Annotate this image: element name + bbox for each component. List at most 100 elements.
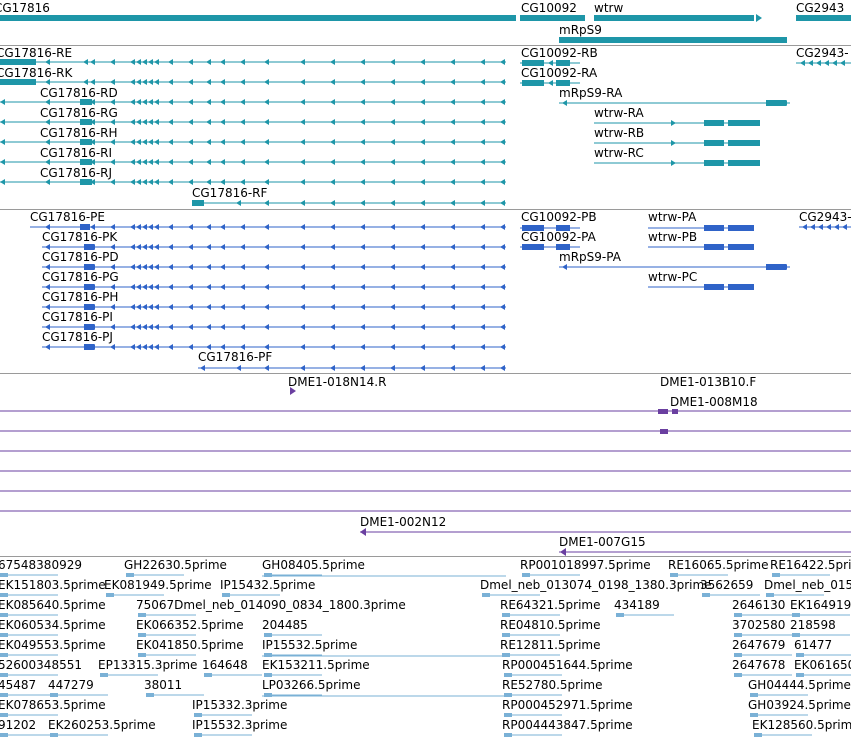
- left-arrow-icon: [500, 264, 505, 270]
- exon-block: [728, 160, 760, 166]
- left-arrow-icon: [390, 179, 395, 185]
- transcript-label: CG17816-RE: [0, 46, 73, 60]
- left-arrow-icon: [138, 653, 142, 657]
- left-arrow-icon: [480, 79, 485, 85]
- exon-block: [704, 284, 724, 290]
- left-arrow-icon: [154, 304, 159, 310]
- left-arrow-icon: [204, 673, 208, 677]
- left-arrow-icon: [522, 573, 526, 577]
- left-arrow-icon: [834, 224, 839, 230]
- left-arrow-icon: [420, 139, 425, 145]
- left-arrow-icon: [206, 79, 211, 85]
- left-arrow-icon: [390, 99, 395, 105]
- left-arrow-icon: [154, 79, 159, 85]
- left-arrow-icon: [220, 79, 225, 85]
- est-label: 52600348551: [0, 658, 82, 672]
- exon-block: [84, 324, 94, 330]
- right-arrow-icon: [756, 14, 762, 22]
- left-arrow-icon: [360, 119, 365, 125]
- left-arrow-icon: [330, 99, 335, 105]
- left-arrow-icon: [360, 59, 365, 65]
- left-arrow-icon: [240, 139, 245, 145]
- exon-block: [84, 344, 94, 350]
- left-arrow-icon: [142, 244, 147, 250]
- est-label: EK085640.5prime: [0, 598, 106, 612]
- left-arrow-icon: [90, 79, 95, 85]
- left-arrow-icon: [148, 304, 153, 310]
- left-arrow-icon: [420, 119, 425, 125]
- est-label: 45487: [0, 678, 37, 692]
- clone-label: DME1-007G15: [559, 535, 646, 549]
- left-arrow-icon: [90, 119, 95, 125]
- left-arrow-icon: [130, 244, 135, 250]
- left-arrow-icon: [500, 304, 505, 310]
- left-arrow-icon: [194, 713, 198, 717]
- left-arrow-icon: [45, 179, 50, 185]
- left-arrow-icon: [142, 324, 147, 330]
- left-arrow-icon: [206, 344, 211, 350]
- left-arrow-icon: [480, 264, 485, 270]
- transcript-label: CG10092-RA: [521, 66, 598, 80]
- left-arrow-icon: [480, 119, 485, 125]
- left-arrow-icon: [206, 119, 211, 125]
- exon-block: [556, 80, 570, 86]
- left-arrow-icon: [300, 284, 305, 290]
- left-arrow-icon: [110, 99, 115, 105]
- left-arrow-icon: [500, 99, 505, 105]
- clone-block: [660, 429, 668, 434]
- left-arrow-icon: [45, 224, 50, 230]
- protein-label: wtrw-PA: [648, 210, 697, 224]
- exon-block: [80, 224, 90, 230]
- right-arrow-icon: [671, 160, 676, 166]
- left-arrow-icon: [148, 159, 153, 165]
- left-arrow-icon: [130, 119, 135, 125]
- right-arrow-icon: [290, 387, 296, 395]
- left-arrow-icon: [106, 593, 110, 597]
- left-arrow-icon: [148, 79, 153, 85]
- left-arrow-icon: [562, 264, 567, 270]
- est-label: EK049553.5prime: [0, 638, 106, 652]
- exon-block: [522, 244, 544, 250]
- left-arrow-icon: [300, 304, 305, 310]
- left-arrow-icon: [450, 244, 455, 250]
- left-arrow-icon: [330, 304, 335, 310]
- left-arrow-icon: [500, 179, 505, 185]
- est-label: EK164919: [790, 598, 851, 612]
- gene-label-mrps9: mRpS9: [559, 23, 602, 37]
- left-arrow-icon: [300, 365, 305, 371]
- left-arrow-icon: [330, 59, 335, 65]
- left-arrow-icon: [168, 244, 173, 250]
- est-label: 434189: [614, 598, 660, 612]
- est-label: 38011: [144, 678, 183, 692]
- left-arrow-icon: [0, 633, 4, 637]
- left-arrow-icon: [450, 159, 455, 165]
- left-arrow-icon: [264, 324, 269, 330]
- exon-block: [728, 284, 754, 290]
- left-arrow-icon: [130, 324, 135, 330]
- left-arrow-icon: [240, 99, 245, 105]
- left-arrow-icon: [548, 60, 553, 66]
- left-arrow-icon: [450, 365, 455, 371]
- clone-label: DME1-013B10.F: [660, 375, 757, 389]
- left-arrow-icon: [796, 673, 800, 677]
- left-arrow-icon: [45, 344, 50, 350]
- left-arrow-icon: [136, 344, 141, 350]
- left-arrow-icon: [90, 139, 95, 145]
- left-arrow-icon: [450, 59, 455, 65]
- est-label: IP15532.5prime: [262, 638, 358, 652]
- left-arrow-icon: [188, 224, 193, 230]
- left-arrow-icon: [240, 244, 245, 250]
- left-arrow-icon: [264, 633, 268, 637]
- left-arrow-icon: [264, 344, 269, 350]
- est-label: GH08405.5prime: [262, 558, 365, 572]
- left-arrow-icon: [188, 284, 193, 290]
- exon-block: [84, 264, 94, 270]
- left-arrow-icon: [504, 693, 508, 697]
- left-arrow-icon: [0, 573, 4, 577]
- est-label: EK151803.5prime: [0, 578, 106, 592]
- left-arrow-icon: [800, 60, 805, 66]
- left-arrow-icon: [480, 344, 485, 350]
- left-arrow-icon: [360, 304, 365, 310]
- left-arrow-icon: [188, 79, 193, 85]
- left-arrow-icon: [330, 344, 335, 350]
